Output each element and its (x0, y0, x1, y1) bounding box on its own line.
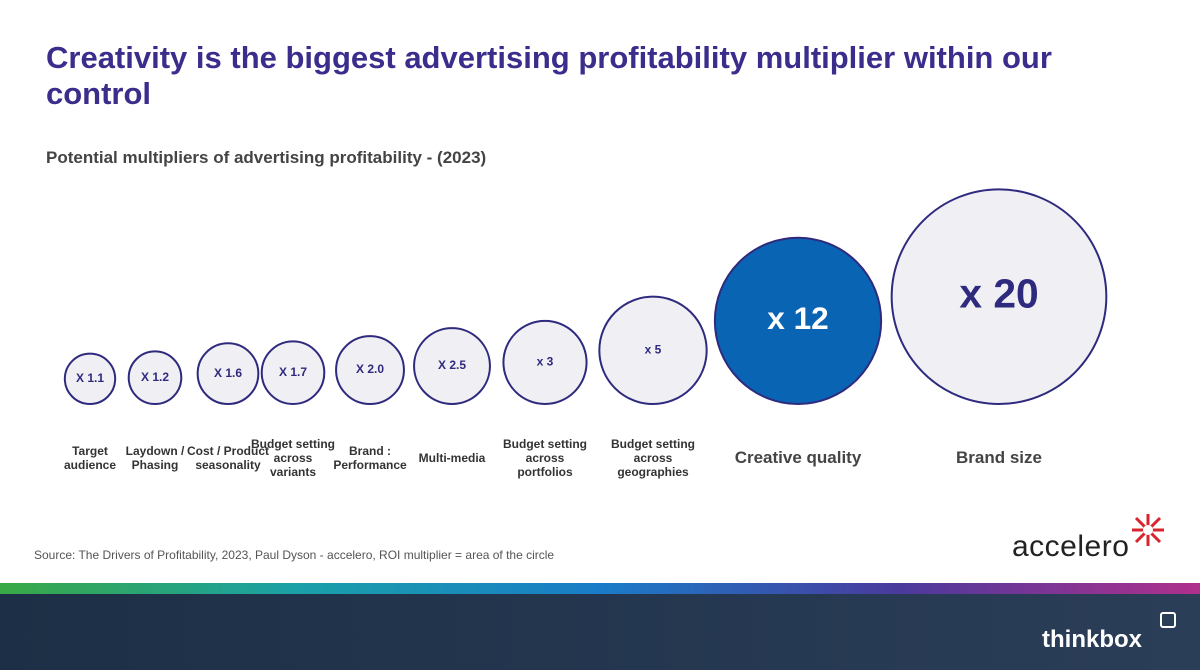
category-label: Multi-media (418, 451, 486, 465)
thinkbox-logo: thinkbox (1042, 626, 1142, 653)
category-label: Budget setting across geographies (611, 437, 695, 479)
multiplier-circle (196, 342, 260, 405)
category-label: Creative quality (734, 448, 862, 467)
multiplier-circle (127, 350, 183, 406)
multiplier-circle (260, 340, 326, 405)
category-label: Budget setting across variants (251, 437, 335, 479)
value-label: X 1.2 (141, 370, 169, 384)
title: Creativity is the biggest advertising pr… (46, 40, 1052, 111)
accelero-star (1132, 514, 1164, 546)
multiplier-circle (63, 352, 117, 405)
category-label: Laydown / Phasing (125, 444, 185, 472)
value-label: X 2.5 (438, 358, 466, 372)
value-label: X 1.6 (214, 366, 242, 380)
accelero-logo: accelero (1012, 530, 1130, 563)
value-label: x 5 (645, 343, 662, 357)
multiplier-circle (890, 188, 1108, 405)
footer (0, 594, 1200, 670)
category-label: Budget setting across portfolios (503, 437, 587, 479)
color-stripe (0, 583, 1200, 594)
category-label: Brand : Performance (333, 444, 407, 472)
source-note: Source: The Drivers of Profitability, 20… (34, 548, 555, 562)
value-label: x 20 (959, 270, 1038, 316)
value-label: X 1.7 (279, 365, 307, 379)
subtitle: Potential multipliers of advertising pro… (46, 148, 487, 167)
category-label: Cost / Product seasonality (186, 444, 269, 472)
chart: X 1.1 X 1.2 X 1.6 X 1.7 X 2.0 X 2.5 x 3 x 5 x 12… (63, 188, 1108, 406)
multiplier-circle (335, 335, 405, 405)
value-label: X 2.0 (356, 362, 384, 376)
multiplier-circle (502, 319, 588, 406)
category-label: Target audience (63, 444, 117, 472)
multiplier-circle (413, 327, 491, 406)
category-label: Brand size (956, 448, 1042, 467)
multiplier-circle (598, 295, 708, 406)
value-label: x 12 (767, 300, 828, 336)
value-label: x 3 (537, 355, 554, 369)
multiplier-circle (713, 236, 883, 406)
value-label: X 1.1 (76, 371, 104, 385)
thinkbox-mark (1160, 612, 1176, 628)
